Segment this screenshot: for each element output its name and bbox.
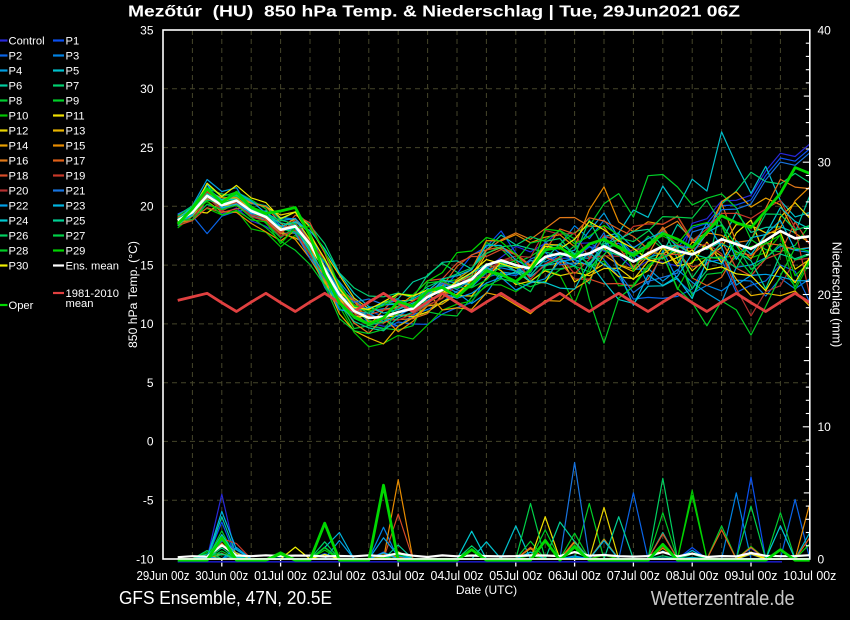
svg-text:mean: mean [66,298,94,310]
svg-text:850 hPa Temp. (°C): 850 hPa Temp. (°C) [126,241,140,348]
svg-text:-10: -10 [136,552,154,566]
svg-text:P28: P28 [9,245,29,257]
svg-text:P22: P22 [9,200,29,212]
svg-text:P12: P12 [9,125,29,137]
svg-text:P8: P8 [9,95,23,107]
svg-text:P2: P2 [9,50,23,62]
svg-text:P18: P18 [9,170,29,182]
svg-text:P17: P17 [66,155,86,167]
svg-text:25: 25 [140,141,154,155]
svg-text:P5: P5 [66,65,80,77]
svg-text:04Jul 00z: 04Jul 00z [431,569,484,583]
svg-text:P26: P26 [9,230,29,242]
svg-text:P10: P10 [9,110,29,122]
svg-text:-5: -5 [143,494,154,508]
svg-text:Wetterzentrale.de: Wetterzentrale.de [651,588,795,610]
svg-text:20: 20 [140,200,154,214]
svg-text:P13: P13 [66,125,86,137]
svg-text:03Jul 00z: 03Jul 00z [372,569,425,583]
svg-text:P25: P25 [66,215,86,227]
svg-text:Control: Control [9,35,45,47]
svg-text:P27: P27 [66,230,86,242]
svg-text:P20: P20 [9,185,29,197]
svg-text:30Jun 00z: 30Jun 00z [195,569,248,583]
svg-text:20: 20 [818,288,832,302]
svg-text:P4: P4 [9,65,23,77]
svg-text:0: 0 [147,435,154,449]
svg-text:P16: P16 [9,155,29,167]
svg-text:P15: P15 [66,140,86,152]
svg-text:P6: P6 [9,80,23,92]
svg-text:30: 30 [140,82,154,96]
svg-text:P19: P19 [66,170,86,182]
svg-text:05Jul 00z: 05Jul 00z [489,569,542,583]
svg-text:P24: P24 [9,215,29,227]
svg-text:P11: P11 [66,110,85,122]
svg-text:5: 5 [147,376,154,390]
svg-text:GFS Ensemble, 47N, 20.5E: GFS Ensemble, 47N, 20.5E [119,588,332,608]
svg-text:10: 10 [818,420,832,434]
svg-text:08Jul 00z: 08Jul 00z [666,569,719,583]
svg-text:P1: P1 [66,35,80,47]
svg-text:06Jul 00z: 06Jul 00z [548,569,601,583]
svg-text:30: 30 [818,156,832,170]
svg-text:35: 35 [140,23,154,37]
svg-text:10: 10 [140,317,154,331]
svg-text:P7: P7 [66,80,80,92]
svg-text:P29: P29 [66,245,86,257]
svg-text:P3: P3 [66,50,80,62]
svg-text:0: 0 [818,552,825,566]
svg-text:02Jul 00z: 02Jul 00z [313,569,366,583]
svg-text:Ens. mean: Ens. mean [66,260,119,272]
svg-text:40: 40 [818,23,832,37]
svg-text:Oper: Oper [9,300,34,312]
svg-text:Niederschlag (mm): Niederschlag (mm) [830,242,844,348]
svg-text:07Jul 00z: 07Jul 00z [607,569,660,583]
svg-text:Date (UTC): Date (UTC) [456,583,517,597]
svg-text:29Jun 00z: 29Jun 00z [137,569,190,583]
svg-text:10Jul 00z: 10Jul 00z [783,569,836,583]
svg-text:09Jul 00z: 09Jul 00z [725,569,778,583]
svg-text:P23: P23 [66,200,86,212]
svg-text:P21: P21 [66,185,86,197]
svg-text:P30: P30 [9,260,29,272]
svg-text:P9: P9 [66,95,80,107]
svg-text:01Jul 00z: 01Jul 00z [254,569,307,583]
svg-text:Mezőtúr (HU) 850 hPa Temp. &: Mezőtúr (HU) 850 hPa Temp. & Niederschla… [128,4,741,21]
svg-text:P14: P14 [9,140,29,152]
svg-text:15: 15 [140,258,154,272]
svg-text:1981-2010: 1981-2010 [66,288,120,300]
